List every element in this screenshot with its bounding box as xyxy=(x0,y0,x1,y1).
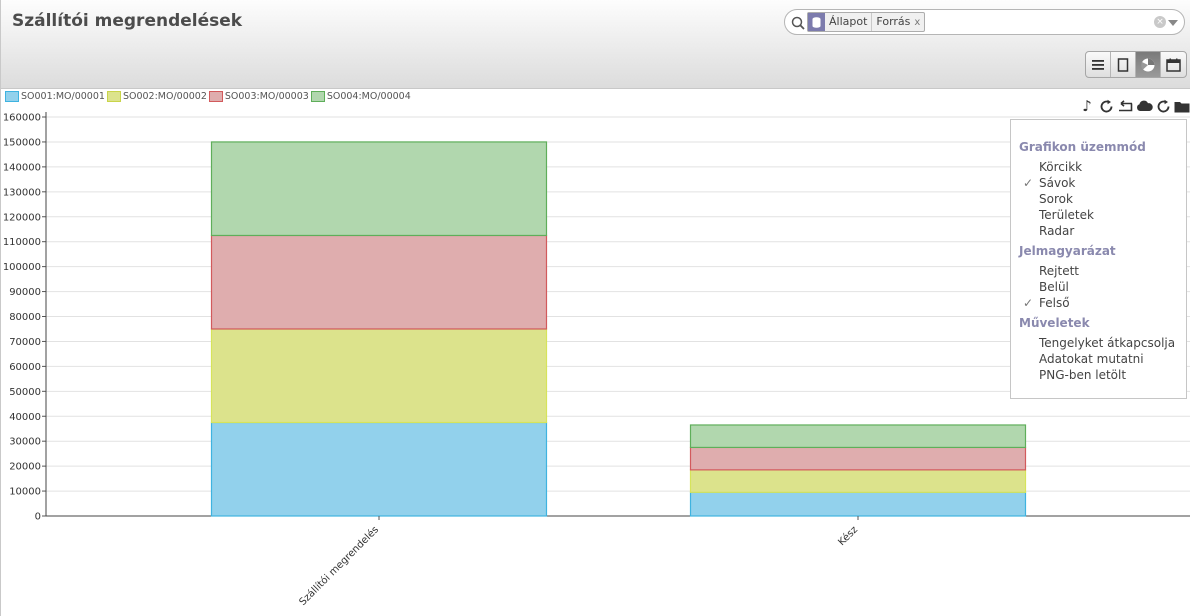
menu-item[interactable]: Rejtett xyxy=(1039,264,1080,278)
y-tick-label: 150000 xyxy=(3,137,41,148)
refresh-icon[interactable] xyxy=(1097,97,1115,115)
bar-segment xyxy=(210,421,548,517)
page-title: Szállítói megrendelések xyxy=(12,11,243,31)
check-icon: ✓ xyxy=(1023,176,1034,190)
search-box[interactable]: Állapot Forrás x × xyxy=(784,9,1185,35)
facet-value-source: Forrás xyxy=(871,13,914,31)
legend-item[interactable]: SO001:MO/00001 xyxy=(5,89,105,103)
check-icon: ✓ xyxy=(1023,296,1034,310)
menu-item[interactable]: Felső xyxy=(1039,296,1070,310)
list-view-button[interactable] xyxy=(1086,52,1111,77)
chart-legend: SO001:MO/00001 SO002:MO/00002 SO003:MO/0… xyxy=(5,89,413,103)
y-tick-label: 40000 xyxy=(9,412,41,423)
y-tick-label: 120000 xyxy=(3,212,41,223)
bar-segment xyxy=(210,234,548,330)
legend-swatch xyxy=(208,90,223,102)
legend-item[interactable]: SO003:MO/00003 xyxy=(208,89,309,103)
legend-label: SO003:MO/00003 xyxy=(224,90,309,102)
search-clear-icon[interactable]: × xyxy=(1154,16,1166,28)
y-tick-label: 0 xyxy=(35,512,41,523)
folder-icon[interactable] xyxy=(1173,97,1190,115)
return-icon[interactable] xyxy=(1116,97,1134,115)
search-facet[interactable]: Állapot Forrás x xyxy=(807,12,926,32)
legend-swatch xyxy=(310,90,325,102)
menu-item[interactable]: Belül xyxy=(1039,280,1069,294)
bar-segment xyxy=(689,424,1027,449)
menu-item[interactable]: Sorok xyxy=(1039,192,1073,206)
y-tick-label: 110000 xyxy=(3,237,41,248)
bar-segment xyxy=(689,469,1027,493)
menu-section-header: Grafikon üzemmód xyxy=(1019,140,1146,154)
y-tick-label: 50000 xyxy=(9,387,41,398)
menu-item[interactable]: PNG-ben letölt xyxy=(1039,368,1127,382)
refresh-icon[interactable] xyxy=(1154,97,1172,115)
facet-remove-button[interactable]: x xyxy=(914,16,921,28)
legend-swatch xyxy=(106,90,121,102)
menu-item[interactable]: Adatokat mutatni xyxy=(1039,352,1144,366)
legend-label: SO004:MO/00004 xyxy=(326,90,411,102)
form-icon xyxy=(1117,57,1129,72)
header-bar: Szállítói megrendelések Állapot Forrás x xyxy=(1,0,1190,89)
y-tick-label: 90000 xyxy=(9,287,41,298)
legend-swatch xyxy=(5,90,19,102)
x-tick-label: Szállítói megrendelés xyxy=(297,524,381,608)
legend-label: SO002:MO/00002 xyxy=(122,90,207,102)
menu-section-header: Jelmagyarázat xyxy=(1019,244,1116,258)
bar-segment xyxy=(689,446,1027,471)
menu-item[interactable]: Sávok xyxy=(1039,176,1076,190)
bar-segment xyxy=(210,141,548,237)
cloud-icon[interactable] xyxy=(1135,97,1153,115)
bar-segment xyxy=(210,328,548,424)
search-icon[interactable] xyxy=(791,16,805,30)
menu-item[interactable]: Körcikk xyxy=(1039,160,1083,174)
y-tick-label: 70000 xyxy=(9,337,41,348)
menu-item[interactable]: Területek xyxy=(1039,208,1094,222)
menu-section-header: Műveletek xyxy=(1019,316,1090,330)
legend-label: SO001:MO/00001 xyxy=(21,90,105,102)
y-tick-label: 30000 xyxy=(9,437,41,448)
y-tick-label: 10000 xyxy=(9,487,41,498)
menu-item[interactable]: Tengelyket átkapcsolja xyxy=(1039,336,1176,350)
facet-value-status: Állapot xyxy=(829,15,868,28)
y-tick-label: 160000 xyxy=(3,113,41,124)
y-tick-label: 60000 xyxy=(9,362,41,373)
y-tick-label: 20000 xyxy=(9,462,41,473)
chart-toolbar: ♪ xyxy=(1078,97,1190,115)
graph-options-menu: Grafikon üzemmód Körcikk ✓ Sávok Sorok Terüle… xyxy=(1010,119,1187,399)
bar-segment xyxy=(689,491,1027,517)
view-switcher xyxy=(1085,51,1187,78)
list-icon xyxy=(1092,59,1104,70)
x-tick-label: Kész xyxy=(836,524,861,549)
y-tick-label: 130000 xyxy=(3,187,41,198)
chart-icon xyxy=(1141,58,1155,71)
y-tick-label: 80000 xyxy=(9,312,41,323)
y-tick-label: 140000 xyxy=(3,162,41,173)
calendar-view-button[interactable] xyxy=(1161,52,1186,77)
menu-item[interactable]: Radar xyxy=(1039,224,1075,238)
calendar-icon xyxy=(1166,58,1181,72)
legend-item[interactable]: SO002:MO/00002 xyxy=(106,89,207,103)
y-tick-label: 100000 xyxy=(3,262,41,273)
search-options-chevron-down-icon[interactable] xyxy=(1168,20,1178,26)
legend-item[interactable]: SO004:MO/00004 xyxy=(310,89,411,103)
graph-view-button[interactable] xyxy=(1136,52,1161,77)
music-note-icon[interactable]: ♪ xyxy=(1082,97,1092,115)
form-view-button[interactable] xyxy=(1111,52,1136,77)
database-icon xyxy=(808,13,825,31)
